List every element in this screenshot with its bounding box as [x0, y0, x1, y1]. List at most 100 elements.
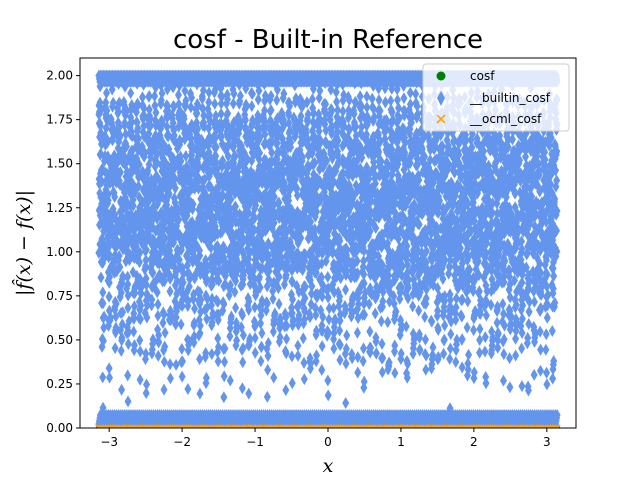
builtin-cosf-point	[238, 382, 246, 395]
builtin-cosf-point	[255, 84, 263, 97]
builtin-cosf-point	[124, 369, 132, 382]
builtin-cosf-point	[180, 267, 188, 280]
chart-title: cosf - Built-in Reference	[173, 25, 483, 55]
builtin-cosf-point	[122, 140, 130, 153]
builtin-cosf-point	[160, 383, 168, 396]
builtin-cosf-point	[196, 387, 204, 400]
builtin-cosf-point	[135, 158, 143, 171]
builtin-cosf-point	[124, 289, 132, 302]
builtin-cosf-point	[142, 243, 150, 256]
builtin-cosf-point	[202, 265, 210, 278]
builtin-cosf-point	[194, 122, 202, 135]
builtin-cosf-point	[161, 340, 169, 353]
builtin-cosf-point	[109, 96, 117, 109]
builtin-cosf-point	[199, 84, 207, 97]
builtin-cosf-point	[151, 90, 159, 103]
builtin-cosf-point	[246, 332, 254, 345]
builtin-cosf-point	[112, 310, 120, 323]
builtin-cosf-point	[153, 286, 161, 299]
builtin-cosf-point	[220, 298, 228, 311]
builtin-cosf-point	[251, 346, 259, 359]
builtin-cosf-point	[221, 342, 229, 355]
builtin-cosf-point	[146, 119, 154, 132]
builtin-cosf-point	[245, 253, 253, 266]
builtin-cosf-point	[154, 309, 162, 322]
builtin-cosf-point	[224, 107, 232, 120]
builtin-cosf-point	[136, 334, 144, 347]
builtin-cosf-point	[134, 122, 142, 135]
builtin-cosf-point	[258, 340, 266, 353]
builtin-cosf-point	[220, 391, 228, 404]
builtin-cosf-point	[117, 286, 125, 299]
builtin-cosf-point	[169, 117, 177, 130]
builtin-cosf-point	[135, 256, 143, 269]
builtin-cosf-point	[175, 253, 183, 266]
builtin-cosf-point	[236, 89, 244, 102]
builtin-cosf-point	[242, 101, 250, 114]
builtin-cosf-point	[142, 279, 150, 292]
builtin-cosf-point	[124, 301, 132, 314]
builtin-cosf-point	[226, 374, 234, 387]
builtin-cosf-point	[212, 131, 220, 144]
builtin-cosf-point	[103, 87, 111, 100]
builtin-cosf-point	[136, 373, 144, 386]
builtin-cosf-point	[251, 211, 259, 224]
builtin-cosf-point	[198, 92, 206, 105]
builtin-cosf-point	[211, 97, 219, 110]
builtin-cosf-point	[255, 122, 263, 135]
builtin-cosf-point	[240, 265, 248, 278]
builtin-cosf-point	[166, 372, 174, 385]
builtin-cosf-point	[118, 331, 126, 344]
builtin-cosf-point	[177, 318, 185, 331]
builtin-cosf-point	[111, 342, 119, 355]
builtin-cosf-point	[208, 278, 216, 291]
builtin-cosf-point	[197, 293, 205, 306]
builtin-cosf-point	[99, 371, 107, 384]
builtin-cosf-point	[181, 84, 189, 97]
builtin-cosf-point	[159, 316, 167, 329]
builtin-cosf-point	[130, 339, 138, 352]
builtin-cosf-point	[155, 336, 163, 349]
builtin-cosf-point	[202, 347, 210, 360]
builtin-cosf-point	[148, 293, 156, 306]
builtin-cosf-point	[142, 347, 150, 360]
builtin-cosf-point	[188, 91, 196, 104]
builtin-cosf-point	[245, 295, 253, 308]
builtin-cosf-point	[203, 312, 211, 325]
builtin-cosf-point	[196, 319, 204, 332]
builtin-cosf-point	[254, 93, 262, 106]
builtin-cosf-point	[163, 120, 171, 133]
builtin-cosf-point	[136, 313, 144, 326]
builtin-cosf-point	[209, 307, 217, 320]
builtin-cosf-point	[179, 355, 187, 368]
builtin-cosf-point	[231, 286, 239, 299]
builtin-cosf-point	[133, 116, 141, 129]
builtin-cosf-point	[112, 297, 120, 310]
builtin-cosf-point	[233, 320, 241, 333]
builtin-cosf-point	[212, 141, 220, 154]
builtin-cosf-point	[184, 295, 192, 308]
builtin-cosf-point	[251, 301, 259, 314]
builtin-cosf-point	[245, 387, 253, 400]
builtin-cosf-point	[124, 395, 132, 408]
builtin-cosf-point	[207, 241, 215, 254]
builtin-cosf-point	[116, 129, 124, 142]
builtin-cosf-point	[179, 276, 187, 289]
builtin-cosf-point	[244, 207, 252, 220]
builtin-cosf-point	[239, 329, 247, 342]
builtin-cosf-point	[134, 99, 142, 112]
builtin-cosf-point	[227, 193, 235, 206]
builtin-cosf-point	[257, 355, 265, 368]
builtin-cosf-point	[256, 146, 264, 159]
builtin-cosf-point	[119, 270, 127, 283]
builtin-cosf-point	[200, 109, 208, 122]
builtin-cosf-point	[142, 254, 150, 267]
builtin-cosf-point	[166, 285, 174, 298]
builtin-cosf-point	[160, 355, 168, 368]
builtin-cosf-point	[250, 223, 258, 236]
builtin-cosf-point	[237, 120, 245, 133]
builtin-cosf-point	[256, 281, 264, 294]
builtin-cosf-point	[261, 104, 269, 117]
builtin-cosf-point	[196, 353, 204, 366]
builtin-cosf-point	[130, 300, 138, 313]
